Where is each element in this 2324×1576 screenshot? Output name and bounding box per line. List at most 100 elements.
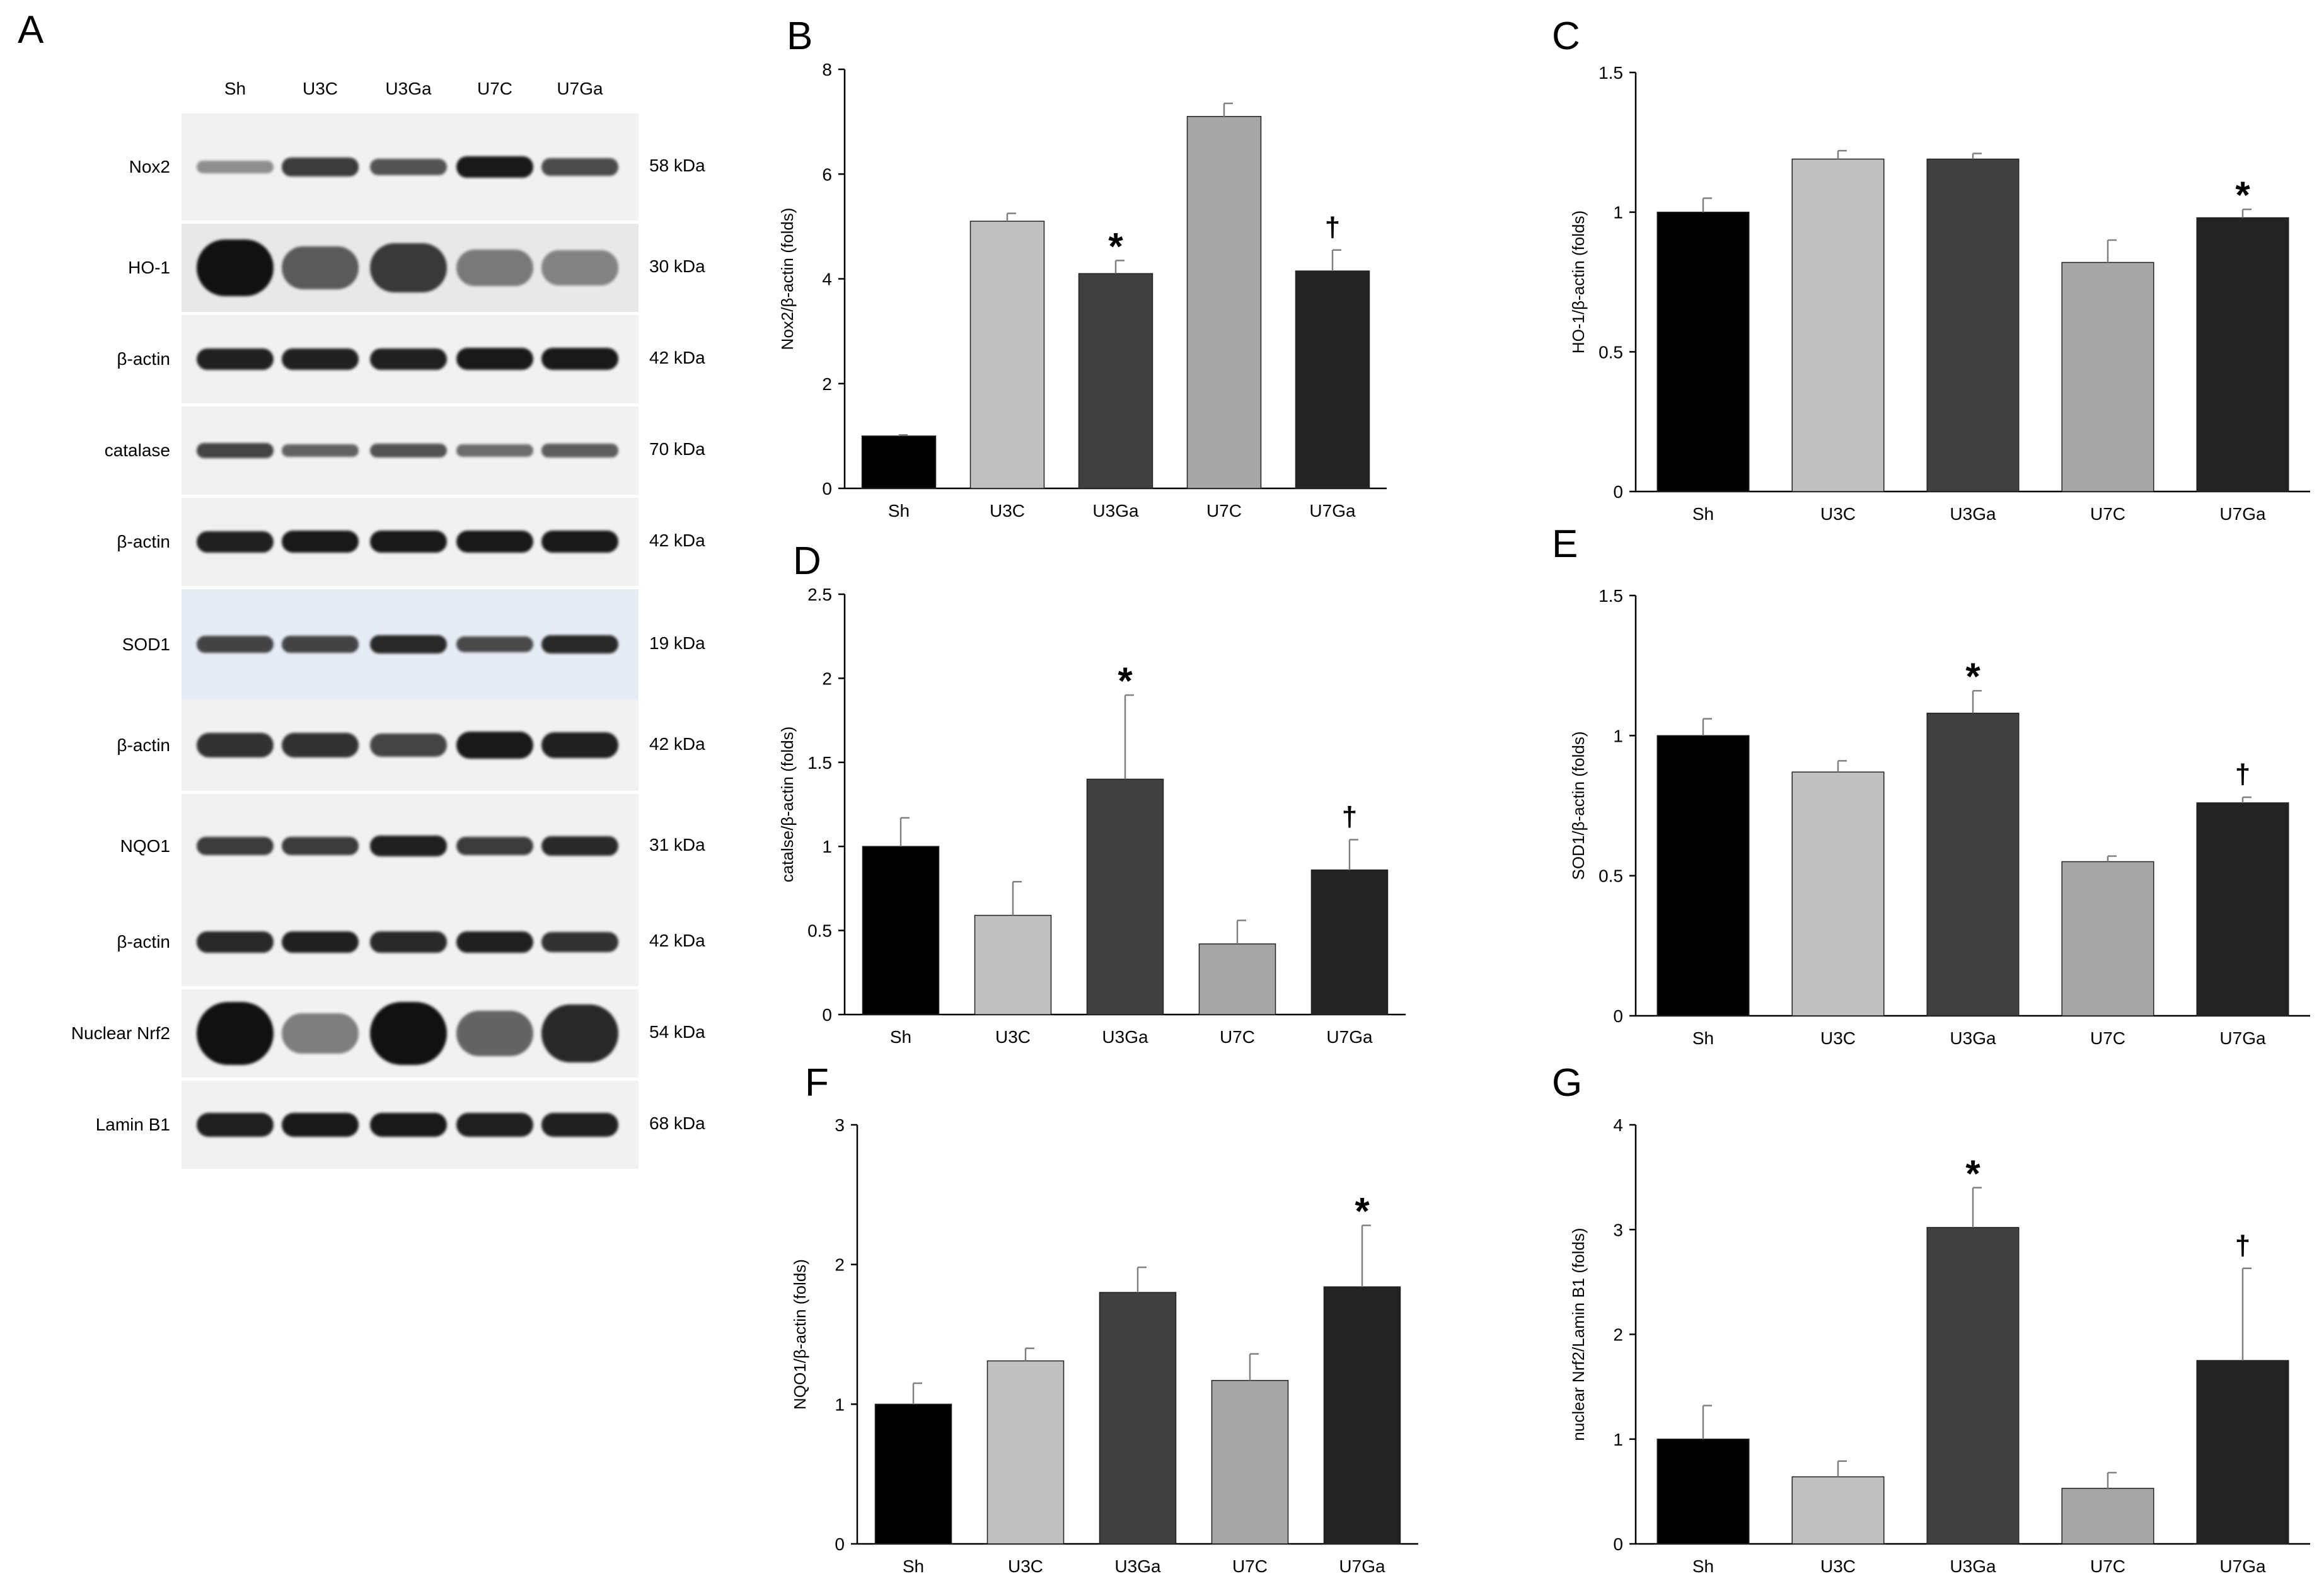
chart-catalase: 0 0.5 1 1.5 2 2.5 catalse/β-actin (folds) Sh U3C… (778, 585, 1406, 1047)
significance-marker: * (2235, 174, 2250, 216)
blot-lane-label: Sh (224, 79, 246, 98)
blot-band (197, 161, 274, 173)
significance-marker: † (1342, 802, 1357, 832)
bar (1656, 211, 1750, 492)
blot-protein-label: Lamin B1 (95, 1115, 170, 1134)
y-tick-label: 4 (1613, 1115, 1623, 1135)
bar (1086, 778, 1164, 1015)
bar (861, 435, 937, 489)
chart-nrf2: 0 1 2 3 4 nuclear Nrf2/Lamin B1 (folds) Sh U3C U… (1569, 1115, 2310, 1576)
y-tick-label: 1.5 (1598, 63, 1623, 83)
x-tick-label: U3C (1820, 504, 1856, 524)
blot-band (282, 348, 359, 370)
bar (986, 1360, 1065, 1544)
y-axis-label: Nox2/β-actin (folds) (778, 208, 797, 350)
blot-band (541, 1113, 618, 1137)
blot-band (541, 1004, 618, 1062)
blot-band (282, 836, 359, 856)
blot-band (370, 531, 447, 553)
x-tick-label: U3Ga (1114, 1556, 1161, 1576)
significance-marker: * (1355, 1190, 1370, 1233)
blot-band (282, 636, 359, 653)
bar (1926, 158, 2020, 492)
significance-marker: * (1108, 225, 1123, 267)
y-tick-label: 0 (835, 1534, 845, 1554)
blot-protein-label: catalase (104, 440, 170, 460)
bar (1211, 1379, 1289, 1544)
blot-band (197, 1002, 274, 1065)
blot-protein-label: β-actin (117, 532, 170, 551)
blot-band (456, 1010, 533, 1057)
bar (1791, 771, 1885, 1016)
blot-band (456, 1113, 533, 1137)
y-tick-label: 0.5 (807, 921, 832, 941)
x-tick-label: U3C (1820, 1556, 1856, 1576)
x-tick-label: U3C (1820, 1028, 1856, 1048)
blot-band (456, 931, 533, 953)
blot-band (456, 636, 533, 653)
blot-kda-label: 42 kDa (649, 348, 705, 367)
blot-band (370, 931, 447, 953)
chart-nqo1: 0 1 2 3 NQO1/β-actin (folds) Sh U3C U3Ga U7C U7Ga… (790, 1115, 1418, 1576)
bar (1186, 116, 1262, 489)
blot-band (456, 156, 533, 178)
x-tick-label: U3C (990, 501, 1025, 521)
x-tick-label: Sh (888, 501, 910, 521)
blot-band (456, 531, 533, 553)
blot-band (197, 732, 274, 758)
y-tick-label: 1.5 (807, 753, 832, 773)
bar (2196, 802, 2289, 1016)
blot-band (370, 733, 447, 757)
blot-protein-label: NQO1 (120, 836, 170, 856)
x-tick-label: U7C (2090, 1556, 2125, 1576)
bar (2061, 1488, 2154, 1544)
y-axis-label: catalse/β-actin (folds) (778, 727, 797, 883)
x-tick-label: U3Ga (1102, 1027, 1148, 1047)
blot-band (370, 444, 447, 457)
y-tick-label: 2 (822, 669, 832, 688)
blot-kda-label: 31 kDa (649, 834, 705, 854)
blot-kda-label: 42 kDa (649, 531, 705, 550)
significance-marker: * (1118, 660, 1133, 702)
y-axis-label: SOD1/β-actin (folds) (1569, 731, 1588, 880)
y-tick-label: 6 (822, 164, 832, 184)
y-tick-label: 0 (1613, 1534, 1623, 1554)
y-axis-label: nuclear Nrf2/Lamin B1 (folds) (1569, 1228, 1588, 1441)
x-tick-label: U7Ga (1326, 1027, 1373, 1047)
x-tick-label: U3C (1008, 1556, 1043, 1576)
bar (1791, 158, 1885, 492)
x-tick-label: U7Ga (1309, 501, 1356, 521)
x-tick-label: Sh (903, 1556, 924, 1576)
bar (862, 846, 940, 1015)
blot-band (456, 836, 533, 856)
blot-band (197, 1113, 274, 1137)
bar (1926, 713, 2020, 1016)
x-tick-label: U7Ga (2219, 504, 2266, 524)
x-tick-label: U3Ga (1950, 1028, 1996, 1048)
x-tick-label: U7C (1206, 501, 1242, 521)
blot-band (370, 1112, 447, 1137)
chart-sod1: 0 0.5 1 1.5 SOD1/β-actin (folds) Sh U3C U3Ga * U7… (1569, 586, 2310, 1048)
blot-band (197, 531, 274, 553)
blot-kda-label: 42 kDa (649, 733, 705, 754)
chart-nox2: 0 2 4 6 8 Nox2/β-actin (folds) Sh U3C U3Ga * U7C U7… (778, 60, 1387, 521)
blot-lane-label: U3C (302, 79, 338, 98)
panel-letter-d: D (793, 539, 821, 583)
blot-kda-label: 42 kDa (649, 931, 705, 950)
significance-marker: † (2235, 1230, 2250, 1261)
blot-band (541, 158, 618, 176)
y-tick-label: 1 (1613, 203, 1623, 222)
y-tick-label: 0 (822, 479, 832, 498)
blot-band (282, 931, 359, 953)
panel-letter-f: F (805, 1061, 829, 1105)
blot-band (197, 443, 274, 458)
y-tick-label: 2 (1613, 1325, 1623, 1345)
blot-lane-label: U7Ga (557, 79, 603, 98)
x-tick-label: U7C (2090, 504, 2125, 524)
blot-kda-label: 30 kDa (649, 256, 705, 276)
bar (1198, 943, 1276, 1015)
blot-band (541, 635, 618, 654)
bar (1099, 1292, 1177, 1544)
blot-band (197, 931, 274, 953)
bar (1656, 735, 1750, 1016)
